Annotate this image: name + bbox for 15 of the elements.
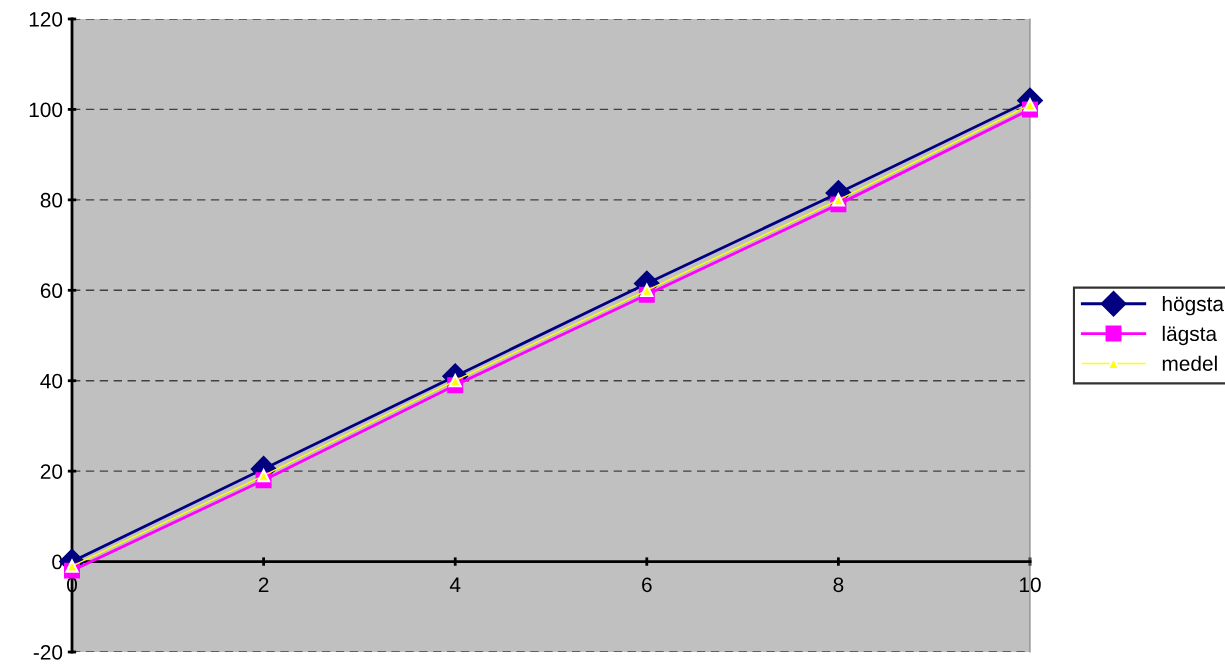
legend-label: medel [1162,355,1217,371]
x-tick-label: 8 [833,577,844,593]
y-tick-label: -20 [33,645,63,660]
y-tick-label: 100 [29,102,63,118]
y-tick-label: 60 [40,283,63,299]
x-tick-label: 2 [258,577,269,592]
x-tick-label: 10 [1020,577,1041,593]
y-tick-label: 40 [40,373,63,389]
y-tick-label: 120 [29,12,63,27]
x-tick-label: 4 [449,577,461,592]
x-tick-label: 6 [642,577,652,593]
y-tick-label: 20 [40,464,63,479]
y-tick-label: 80 [40,192,63,208]
legend-label: högsta [1162,295,1224,316]
legend-label: lägsta [1162,325,1218,346]
